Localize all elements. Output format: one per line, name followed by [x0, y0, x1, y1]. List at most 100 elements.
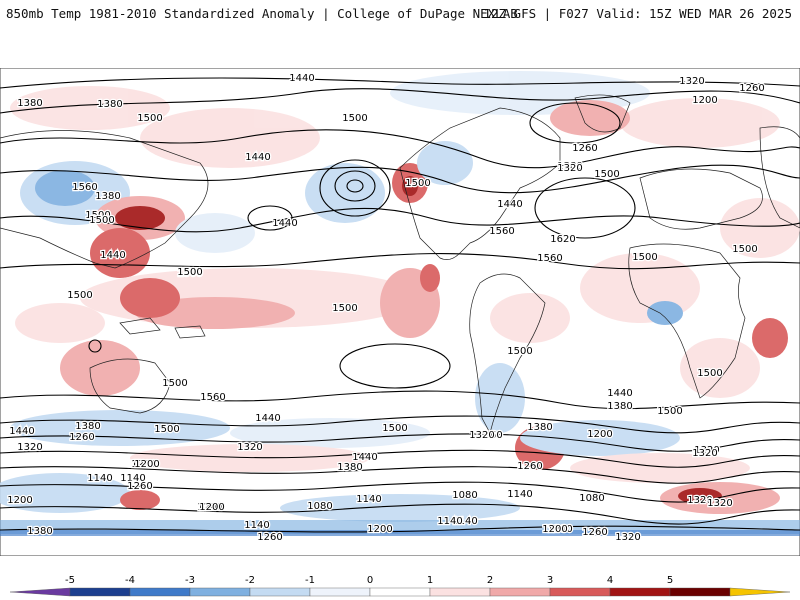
- contour-label: 1500: [177, 268, 202, 279]
- colorbar-tick-label: 4: [607, 575, 613, 586]
- colorbar-swatch: [249, 587, 311, 597]
- colorbar-swatch: [609, 587, 671, 597]
- contour-label: 1380: [337, 462, 362, 473]
- contour-label: 1200: [134, 459, 159, 470]
- contour-label: 1500: [67, 290, 92, 301]
- contour-label: 1200: [367, 524, 392, 535]
- contour-label: 1320: [469, 430, 494, 441]
- contour-label: 1440: [100, 250, 125, 261]
- colorbar-swatch: [9, 587, 71, 597]
- contour-label: 1200: [199, 502, 224, 513]
- contour-label: 1140: [87, 473, 112, 484]
- contour-label: 1200: [197, 502, 222, 513]
- contour-label: 1440: [352, 452, 377, 463]
- contour-label: 1500: [382, 423, 407, 434]
- contour-label: 1320: [687, 495, 712, 506]
- contour-label: 1500: [154, 424, 179, 435]
- contour-label: 1380: [27, 526, 52, 537]
- colorbar-tick-label: 0: [367, 575, 373, 586]
- colorbar-swatch: [489, 587, 551, 597]
- colorbar-swatch: [309, 587, 371, 597]
- contour-label: 1200: [692, 95, 717, 106]
- contour-label: 1320: [237, 442, 262, 453]
- contour-label: 1200: [587, 429, 612, 440]
- contour-label: 1260: [739, 83, 764, 94]
- contour-label: 1140: [356, 494, 381, 505]
- contour-label: 1260: [257, 532, 282, 543]
- contour-label: 1260: [572, 143, 597, 154]
- colorbar-tick-label: 1: [427, 575, 433, 586]
- contour-label: 1560: [200, 392, 225, 403]
- contour-label: 1200: [7, 495, 32, 506]
- contour-label: 1500: [732, 244, 757, 255]
- model-run-info: 12Z GFS | F027 Valid: 15Z WED MAR 26 202…: [483, 6, 792, 21]
- contour-label: 1320: [679, 76, 704, 87]
- contour-label: 1500: [342, 113, 367, 124]
- contour-label: 1380: [97, 99, 122, 110]
- contour-label: 1380: [75, 421, 100, 432]
- contour-label: 1260: [69, 432, 94, 443]
- contour-label: 1500: [405, 178, 430, 189]
- contour-label: 1140: [244, 520, 269, 531]
- contour-label: 1500: [85, 210, 110, 221]
- contour-label: 1140: [437, 516, 462, 527]
- contour-label: 1380: [557, 161, 582, 172]
- contour-label: 1440: [607, 388, 632, 399]
- contour-label: 1440: [245, 152, 270, 163]
- contour-label: 1140: [120, 473, 145, 484]
- colorbar-tick-label: -4: [125, 575, 135, 586]
- contour-label: 1500: [162, 378, 187, 389]
- contour-label: 1260: [127, 481, 152, 492]
- contour-label: 1440: [272, 218, 297, 229]
- colorbar-swatch: [69, 587, 131, 597]
- colorbar-swatch: [549, 587, 611, 597]
- contour-label: 1500: [697, 368, 722, 379]
- colorbar-swatch: [429, 587, 491, 597]
- contour-label: 1440: [9, 426, 34, 437]
- height-contours: [0, 77, 800, 533]
- contour-label: 1380: [527, 422, 552, 433]
- contour-label: 1320: [17, 442, 42, 453]
- coastlines: [0, 94, 800, 434]
- colorbar-tick-label: -5: [65, 575, 75, 586]
- contour-label: 1200: [131, 459, 156, 470]
- contour-label: 1260: [477, 430, 502, 441]
- contour-label: 1500: [657, 406, 682, 417]
- colorbar-tick-label: -3: [185, 575, 195, 586]
- map-title: 850mb Temp 1981-2010 Standardized Anomal…: [6, 6, 518, 21]
- contour-label: 1140: [452, 516, 477, 527]
- colorbar-swatch: [729, 587, 791, 597]
- contour-label: 1380: [95, 191, 120, 202]
- contour-label: 1080: [579, 493, 604, 504]
- contour-label: 1560: [72, 182, 97, 193]
- contour-label: 1200: [547, 524, 572, 535]
- contour-label: 1140: [507, 489, 532, 500]
- colorbar-swatches: [9, 587, 791, 597]
- colorbar-tick-label: 2: [487, 575, 493, 586]
- contour-label: 1500: [89, 215, 114, 226]
- colorbar-tick-labels: -5 -4 -3 -2 -1 0 1 2 3 4 5: [65, 575, 673, 586]
- colorbar-swatch: [369, 587, 431, 597]
- contour-label: 1260: [582, 527, 607, 538]
- contour-label: 1500: [632, 252, 657, 263]
- contour-label: 1320: [615, 532, 640, 543]
- contour-label: 1320: [694, 445, 719, 456]
- contour-label: 1440: [497, 199, 522, 210]
- contour-label: 1560: [537, 253, 562, 264]
- contour-label: 1320: [707, 498, 732, 509]
- contour-label: 1500: [594, 169, 619, 180]
- contour-label: 1440: [255, 413, 280, 424]
- contour-label: 1260: [517, 461, 542, 472]
- contour-label: 1380: [17, 98, 42, 109]
- colorbar-swatch: [129, 587, 191, 597]
- colorbar-swatch: [189, 587, 251, 597]
- contour-label: 1500: [137, 113, 162, 124]
- contour-label: 1080: [452, 490, 477, 501]
- contour-label: 1260: [582, 527, 607, 538]
- contour-label: 1440: [289, 73, 314, 84]
- colorbar-tick-label: -1: [305, 575, 315, 586]
- contour-label: 1380: [607, 401, 632, 412]
- contour-label: 1560: [489, 226, 514, 237]
